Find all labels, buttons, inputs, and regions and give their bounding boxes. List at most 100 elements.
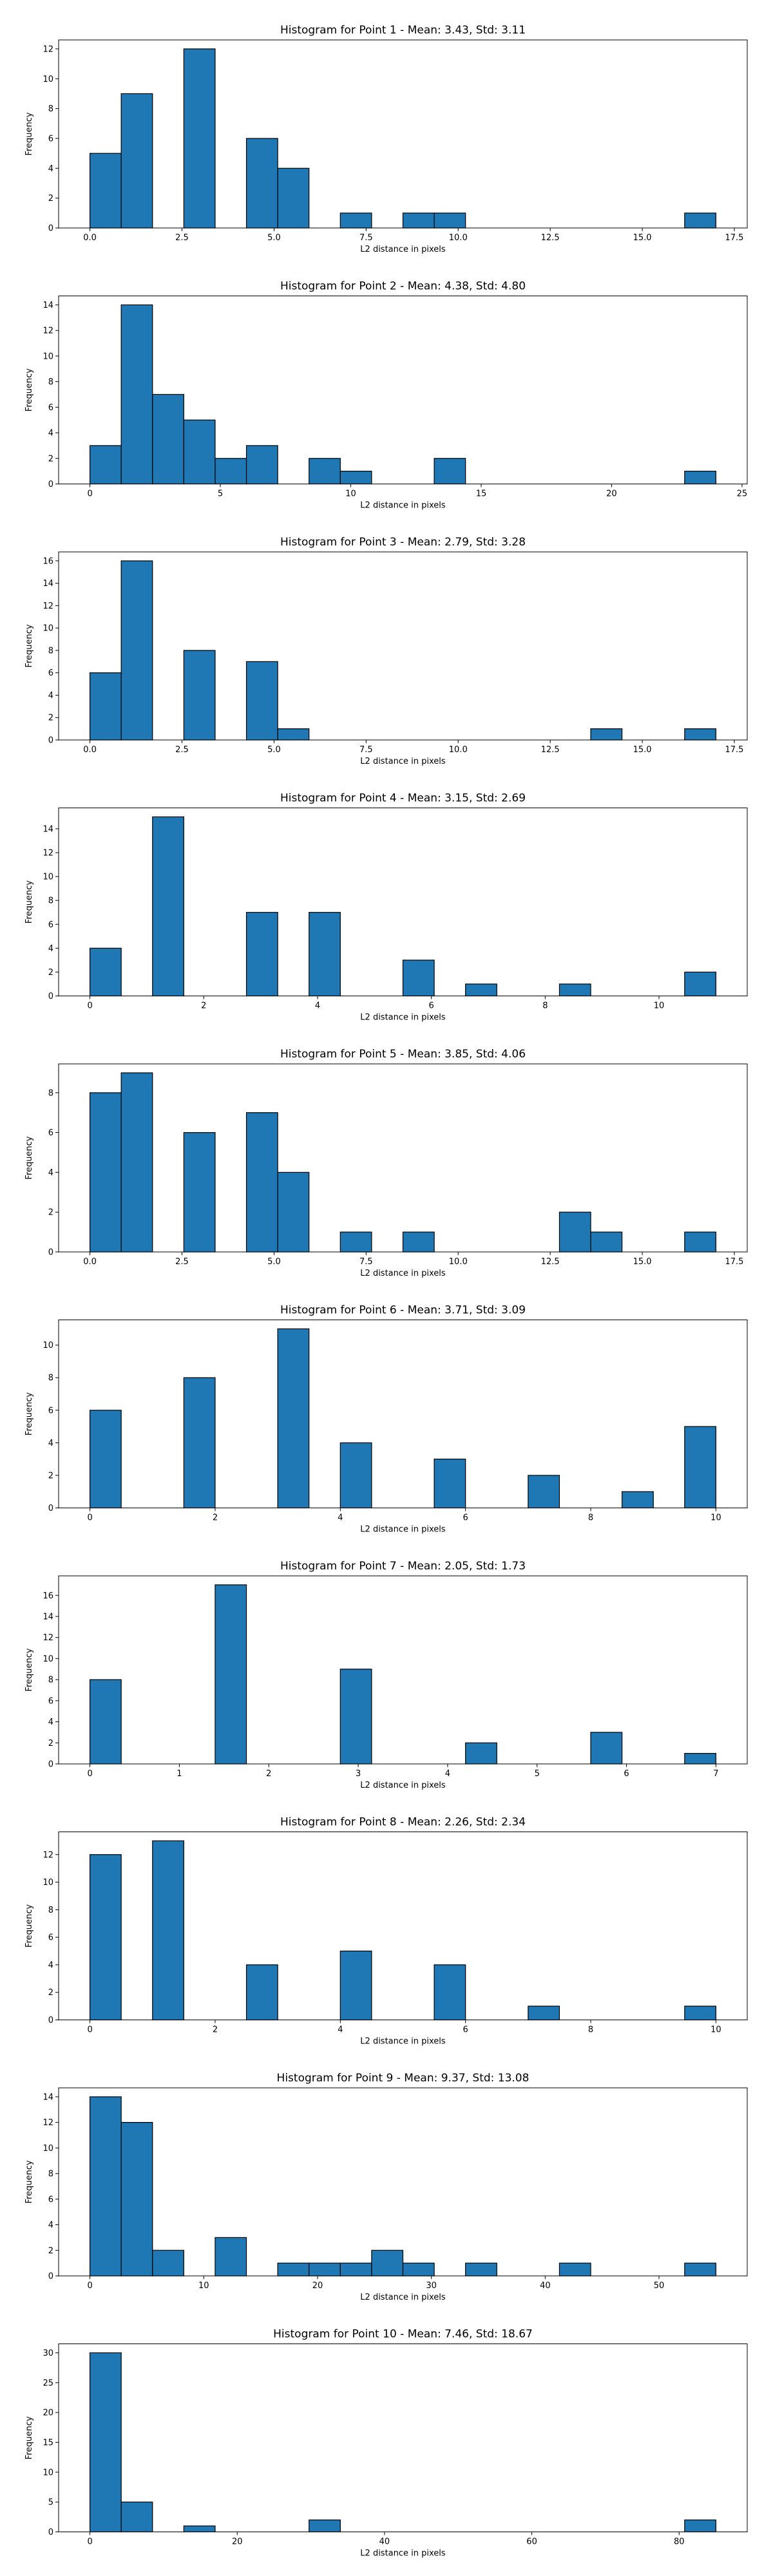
y-tick-label: 8 [48,1906,53,1915]
y-tick-label: 8 [48,646,53,656]
histogram-bar [684,213,717,229]
histogram-bar [339,2262,372,2277]
axes-frame [58,296,748,484]
y-tick-label: 8 [48,104,53,114]
y-tick-label: 8 [48,896,53,906]
histogram-bar [590,1732,623,1765]
y-axis-label: Frequency [24,368,34,412]
x-tick-label: 0 [87,1513,92,1523]
chart-title: Histogram for Point 8 - Mean: 2.26, Std:… [280,1816,526,1829]
y-tick-label: 8 [48,1088,53,1098]
x-tick-label: 15 [476,489,487,499]
chart-title: Histogram for Point 10 - Mean: 7.46, Std… [273,2328,533,2341]
histogram-bar [245,912,278,997]
histogram-bar [402,2262,435,2277]
histogram-bar [245,661,278,741]
y-axis-label: Frequency [24,1136,34,1179]
y-tick-label: 10 [43,1341,53,1350]
y-tick-label: 4 [48,1439,53,1448]
y-tick-label: 12 [43,327,53,336]
histogram-bar [309,2262,341,2277]
y-tick-label: 5 [48,2498,53,2508]
x-tick-label: 2.5 [175,745,189,755]
x-tick-label: 2 [201,1001,206,1011]
x-tick-label: 15.0 [633,745,652,755]
x-tick-label: 5 [218,489,223,499]
y-tick-label: 20 [43,2409,53,2418]
x-tick-label: 8 [542,1001,548,1011]
histogram-bar [465,983,497,997]
histogram-panel-3: Histogram for Point 3 - Mean: 2.79, Std:… [24,536,748,766]
y-tick-label: 2 [48,454,53,464]
axes-frame [58,1320,748,1508]
x-tick-label: 80 [674,2537,685,2547]
histogram-bar [684,2005,717,2021]
y-tick-label: 12 [43,601,53,611]
histogram-bar [89,1410,122,1509]
y-tick-label: 2 [48,714,53,723]
y-tick-label: 10 [43,352,53,361]
x-tick-label: 4 [445,1769,450,1779]
histogram-bar [402,213,435,229]
y-tick-label: 6 [48,403,53,413]
histogram-bar [339,1231,372,1253]
x-tick-label: 17.5 [725,1257,744,1267]
y-tick-label: 0 [48,2528,53,2537]
histogram-bar [622,1491,654,1509]
histogram-panel-6: Histogram for Point 6 - Mean: 3.71, Std:… [24,1304,748,1535]
histogram-bar [152,1840,184,2021]
histogram-bar [684,2519,717,2533]
x-tick-label: 10 [711,2025,721,2035]
histogram-panel-5: Histogram for Point 5 - Mean: 3.85, Std:… [24,1048,748,1278]
x-tick-label: 0.0 [83,1257,97,1267]
x-tick-label: 2.5 [175,233,189,243]
histogram-bar [339,1950,372,2021]
histogram-bar [684,1426,717,1509]
y-tick-label: 6 [48,1406,53,1416]
y-tick-label: 10 [43,624,53,634]
x-tick-label: 4 [338,2025,343,2035]
x-tick-label: 7.5 [359,233,373,243]
x-tick-label: 30 [426,2281,437,2291]
chart-title: Histogram for Point 1 - Mean: 3.43, Std:… [280,24,526,37]
histogram-bar [277,1171,310,1253]
histogram-bar [183,1377,216,1509]
x-tick-label: 5.0 [267,233,281,243]
x-tick-label: 0.0 [83,745,97,755]
x-tick-label: 2.5 [175,1257,189,1267]
x-tick-label: 2 [213,1513,218,1523]
histogram-bar [684,971,717,997]
y-tick-label: 12 [43,2118,53,2128]
histogram-bar [277,1328,310,1509]
axes-frame [58,1832,748,2020]
x-tick-label: 2 [266,1769,271,1779]
x-tick-label: 15.0 [633,1257,652,1267]
x-tick-label: 3 [356,1769,361,1779]
histogram-bar [89,1679,122,1765]
x-tick-label: 12.5 [541,745,560,755]
histogram-bar [89,672,122,741]
y-tick-label: 14 [43,579,53,589]
y-axis-label: Frequency [24,624,34,667]
x-tick-label: 0.0 [83,233,97,243]
y-tick-label: 14 [43,2092,53,2102]
histogram-bar [309,458,341,485]
y-tick-label: 25 [43,2378,53,2388]
y-tick-label: 8 [48,377,53,387]
x-tick-label: 12.5 [541,233,560,243]
histogram-bar [684,1231,717,1253]
x-tick-label: 5.0 [267,1257,281,1267]
x-tick-label: 10.0 [449,233,468,243]
histogram-bar [120,93,153,229]
y-tick-label: 12 [43,1633,53,1643]
y-tick-label: 8 [48,1676,53,1685]
y-tick-label: 10 [43,1654,53,1664]
histogram-bar [558,1211,591,1253]
x-tick-label: 8 [588,1513,593,1523]
histogram-bar [528,2005,560,2021]
x-axis-label: L2 distance in pixels [360,2293,446,2302]
x-axis-label: L2 distance in pixels [360,245,446,254]
histogram-bar [434,1964,466,2021]
histogram-bar [465,2262,497,2277]
